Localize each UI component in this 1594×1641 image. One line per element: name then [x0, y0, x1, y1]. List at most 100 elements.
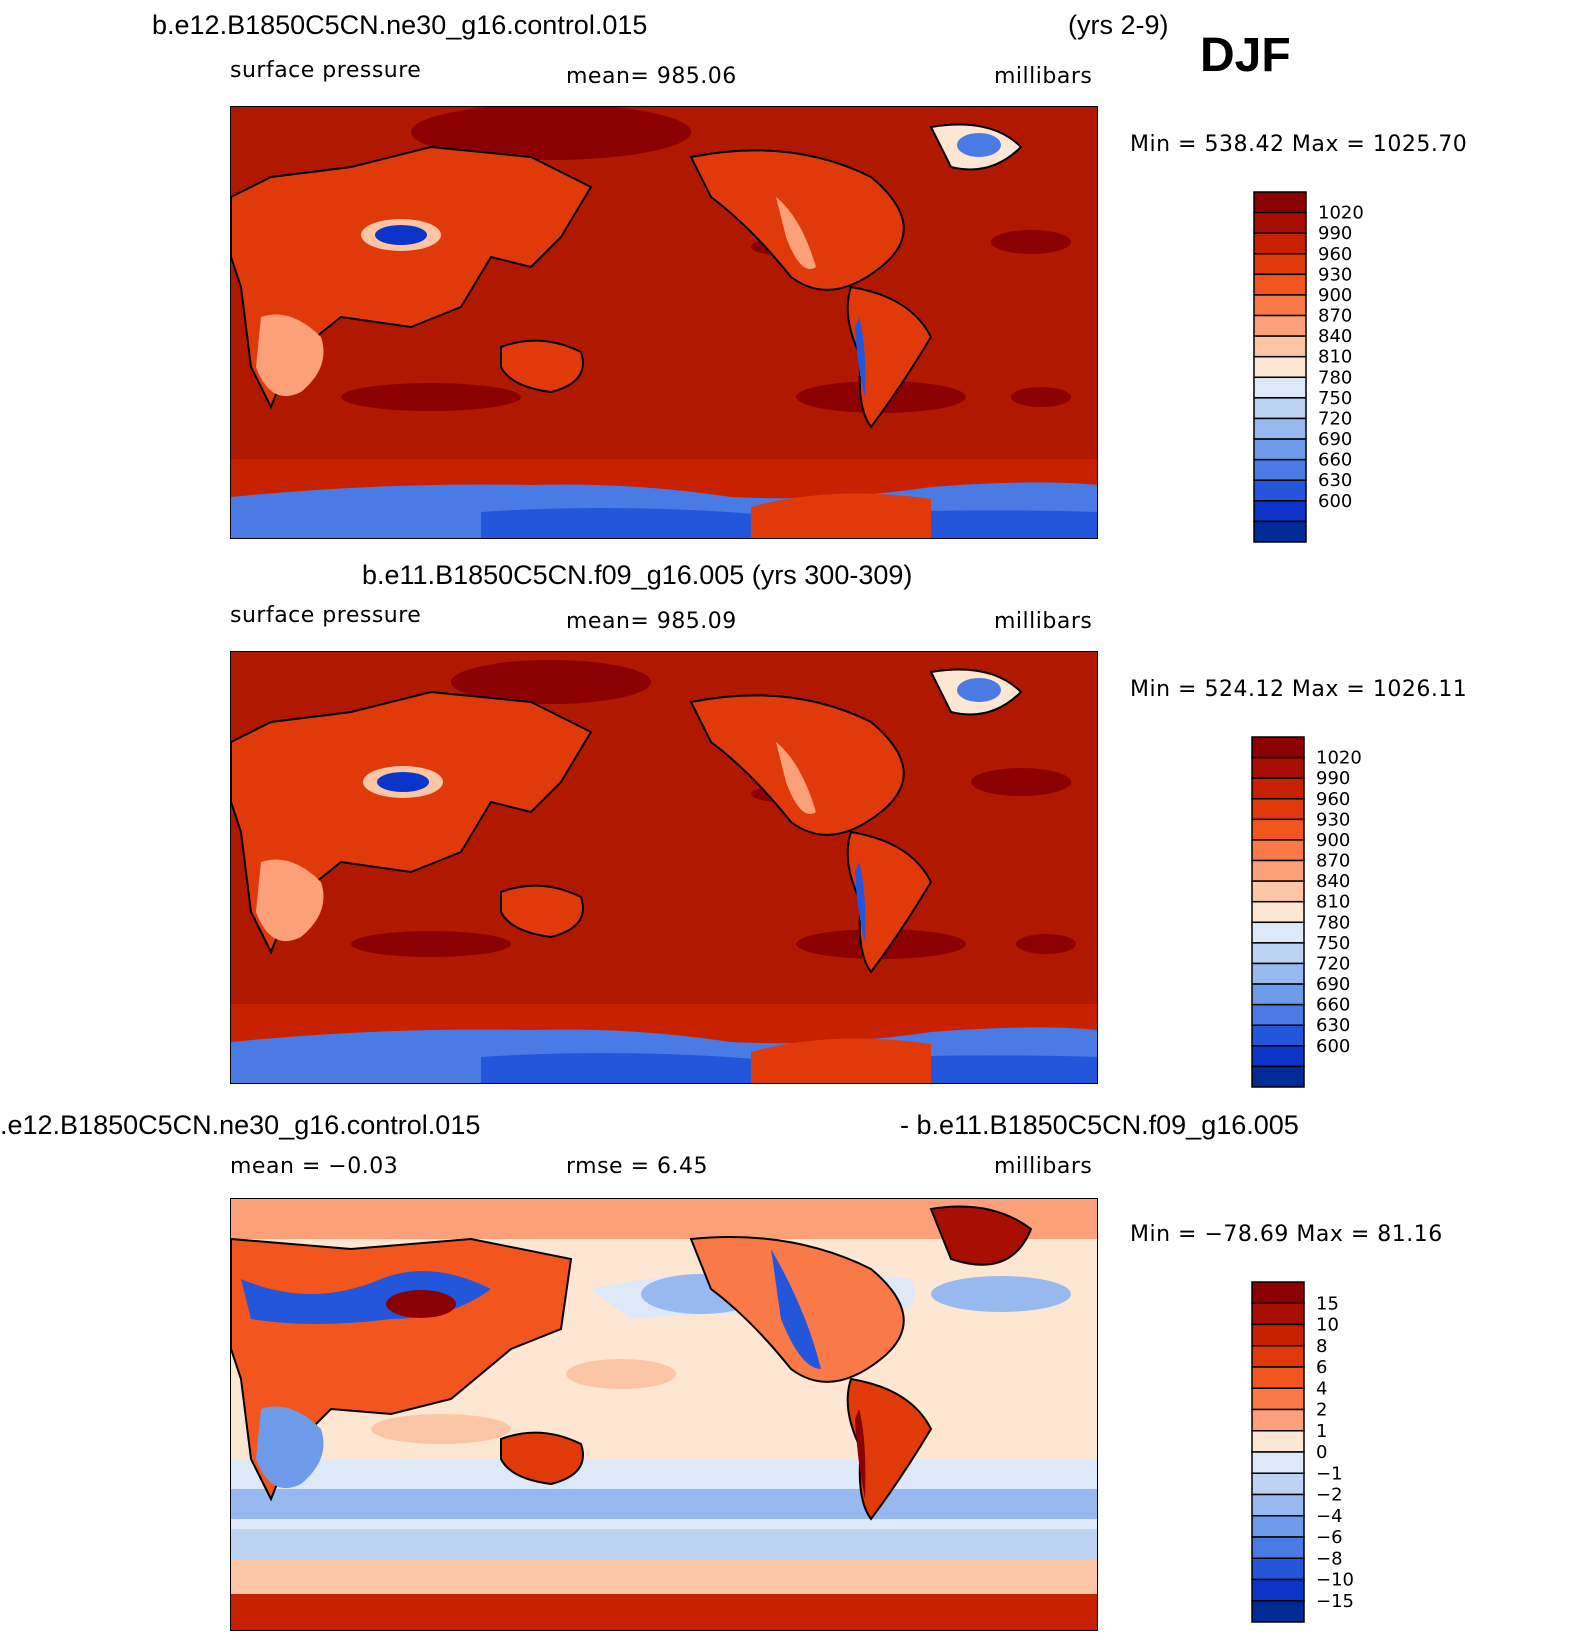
australia-diff: [500, 1431, 584, 1486]
panel1-units: millibars: [994, 64, 1093, 89]
colorbar-level-label: 1020: [1316, 748, 1362, 769]
colorbar-level-label: 4: [1316, 1378, 1327, 1399]
panel3-units: millibars: [994, 1154, 1093, 1179]
colorbar-swatch: [1251, 1515, 1305, 1538]
antarctica-pos: [231, 1594, 1097, 1630]
colorbar-pressure-2-svg: 1020990960930900870840810780750720690660…: [1251, 736, 1362, 1088]
colorbar-swatch: [1251, 736, 1305, 759]
colorbar-swatch: [1251, 921, 1305, 944]
eurasia-africa: [231, 145, 593, 410]
colorbar-swatch: [1251, 1045, 1305, 1068]
panel2-mean: mean= 985.09: [566, 609, 737, 634]
colorbar-level-label: 750: [1318, 388, 1352, 409]
colorbar-level-label: −2: [1316, 1485, 1343, 1506]
south-america: [846, 285, 933, 429]
colorbar-swatch: [1251, 1557, 1305, 1581]
colorbar-level-label: 6: [1316, 1357, 1327, 1378]
colorbar-level-label: −4: [1316, 1506, 1343, 1527]
colorbar-level-label: −1: [1316, 1463, 1343, 1484]
season-label: DJF: [1200, 29, 1291, 82]
colorbar-swatch: [1251, 1472, 1305, 1496]
greenland-low: [957, 133, 1001, 157]
andes-diff: [855, 1409, 866, 1499]
sh-high-1: [351, 931, 511, 957]
rockies: [776, 197, 816, 269]
colorbar-swatch: [1251, 1536, 1305, 1559]
colorbar-swatch: [1251, 1493, 1305, 1517]
colorbar-level-label: −6: [1316, 1527, 1343, 1548]
colorbar-swatch: [1251, 1387, 1305, 1411]
north-america: [689, 149, 905, 291]
australia: [500, 884, 584, 939]
colorbar-level-label: −15: [1316, 1591, 1354, 1612]
colorbar-pressure-1-svg: 1020990960930900870840810780750720690660…: [1253, 191, 1364, 543]
colorbar-swatch: [1251, 798, 1305, 821]
colorbar-swatch: [1253, 417, 1307, 440]
colorbar-level-label: 930: [1318, 264, 1352, 285]
colorbar-level-label: 690: [1316, 974, 1350, 995]
diff-title-right: - b.e11.B1850C5CN.f09_g16.005: [900, 1110, 1299, 1140]
panel2-variable: surface pressure: [230, 603, 422, 628]
colorbar-level-label: 720: [1318, 408, 1352, 429]
colorbar-swatch: [1251, 1323, 1305, 1347]
colorbar-level-label: 630: [1316, 1015, 1350, 1036]
panel3-rmse: rmse = 6.45: [566, 1154, 708, 1179]
colorbar-level-label: 780: [1316, 912, 1350, 933]
australia: [500, 339, 584, 394]
colorbar-level-label: 10: [1316, 1315, 1339, 1336]
colorbar-swatch: [1253, 211, 1307, 234]
colorbar-swatch: [1253, 335, 1307, 358]
colorbar-level-label: 840: [1318, 326, 1352, 347]
panel2-map: [230, 651, 1098, 1084]
africa-plateau: [256, 859, 324, 942]
colorbar-swatch: [1251, 900, 1305, 924]
antarctic-peninsula: [751, 1038, 931, 1083]
panel1-mean: mean= 985.06: [566, 64, 737, 89]
colorbar-level-label: 1: [1316, 1421, 1327, 1442]
panel1-map: [230, 106, 1098, 539]
colorbar-level-label: 990: [1316, 768, 1350, 789]
panel2-units: millibars: [994, 609, 1093, 634]
colorbar-level-label: 15: [1316, 1293, 1339, 1314]
panel1-minmax: Min = 538.42 Max = 1025.70: [1130, 132, 1468, 157]
colorbar-swatch: [1251, 1430, 1305, 1453]
colorbar-swatch: [1251, 777, 1305, 800]
colorbar-level-label: 600: [1318, 491, 1352, 512]
colorbar-swatch: [1251, 1024, 1305, 1047]
case1-years: (yrs 2-9): [1068, 10, 1169, 40]
diff-title-left: .e12.B1850C5CN.ne30_g16.control.015: [0, 1110, 481, 1140]
panel3-map: [230, 1198, 1098, 1631]
colorbar-pressure-2: 1020 990 960 930 900 870 840 810 780 750 720 690 660…: [1250, 735, 1410, 1100]
colorbar-swatch: [1251, 1451, 1305, 1474]
colorbar-level-label: 660: [1316, 995, 1350, 1016]
colorbar-swatch: [1251, 1345, 1305, 1368]
colorbar-level-label: 2: [1316, 1400, 1327, 1421]
south-america: [846, 830, 933, 974]
colorbar-swatch: [1251, 962, 1305, 985]
case2-title: b.e11.B1850C5CN.f09_g16.005 (yrs 300-309…: [362, 560, 913, 590]
colorbar-swatch: [1253, 458, 1307, 481]
colorbar-swatch: [1253, 314, 1307, 337]
nh-high-2: [971, 768, 1071, 796]
nh-high-2: [991, 230, 1071, 254]
pac-pos: [566, 1359, 676, 1389]
colorbar-swatch: [1253, 273, 1307, 296]
colorbar-level-label: 900: [1316, 830, 1350, 851]
colorbar-swatch: [1251, 983, 1305, 1006]
panel1-variable: surface pressure: [230, 58, 422, 83]
colorbar-swatch: [1251, 1003, 1305, 1026]
colorbar-level-label: −10: [1316, 1570, 1354, 1591]
colorbar-swatch: [1251, 1302, 1305, 1326]
arctic-high: [411, 107, 691, 160]
colorbar-level-label: 0: [1316, 1442, 1327, 1463]
colorbar-level-label: 600: [1316, 1036, 1350, 1057]
colorbar-level-label: 1020: [1318, 203, 1364, 224]
so-neg: [231, 1489, 1097, 1519]
colorbar-swatch: [1253, 376, 1307, 399]
colorbar-level-label: 960: [1316, 789, 1350, 810]
colorbar-swatch: [1253, 191, 1307, 214]
colorbar-level-label: 720: [1316, 953, 1350, 974]
colorbar-swatch: [1253, 397, 1307, 420]
north-america: [689, 694, 905, 836]
